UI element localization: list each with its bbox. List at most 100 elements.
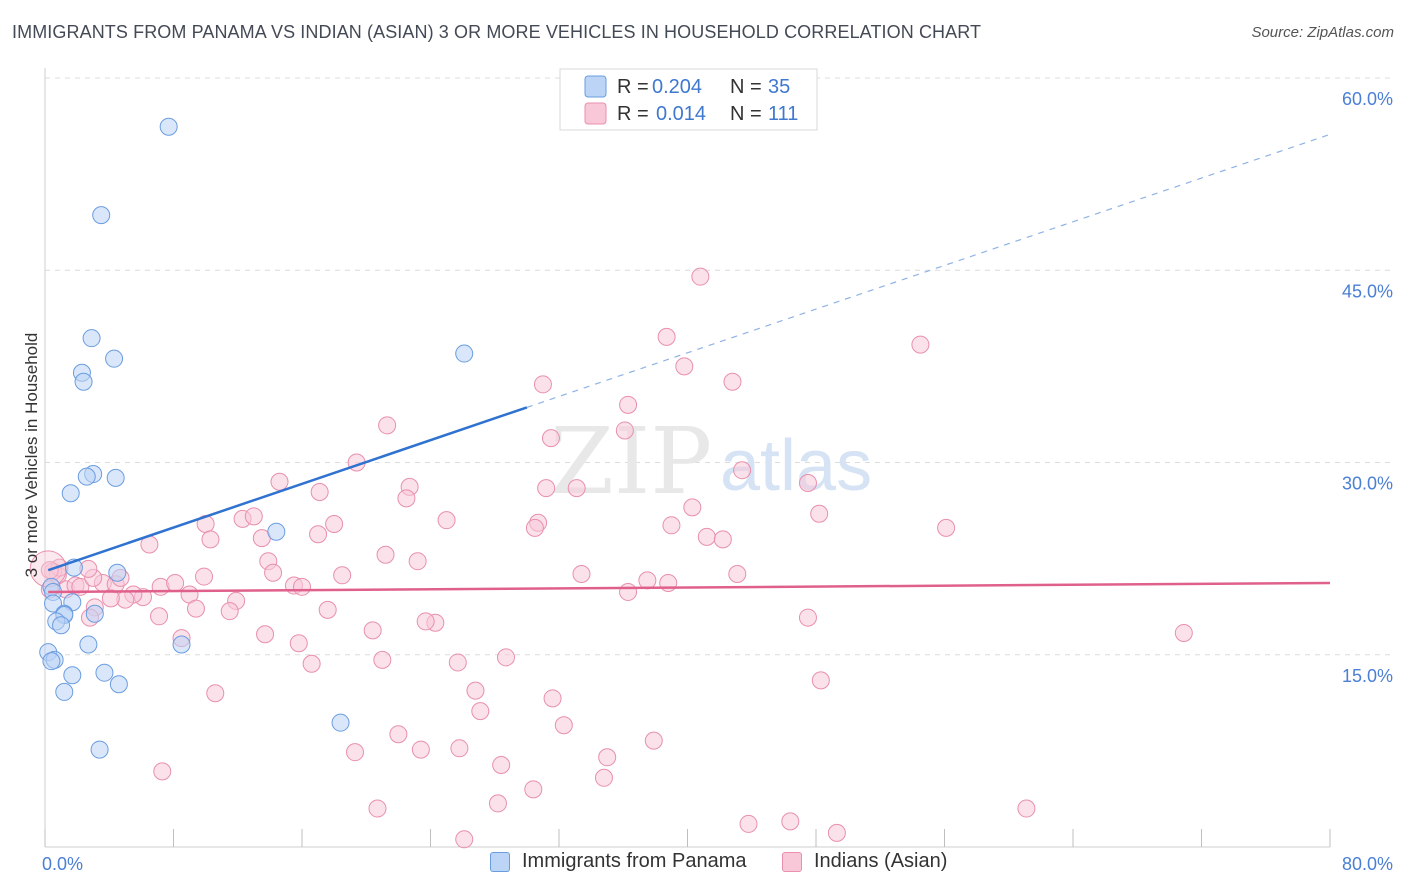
data-point [42, 652, 61, 671]
data-point [554, 716, 573, 735]
y-tick-label: 60.0% [1342, 89, 1393, 109]
data-point [411, 740, 430, 759]
data-point [450, 739, 469, 758]
data-point [318, 600, 337, 619]
trend-line-extension [526, 133, 1331, 408]
data-point [186, 599, 205, 618]
data-point [79, 635, 98, 654]
data-point [811, 671, 830, 690]
data-point [310, 482, 329, 501]
data-point [44, 594, 63, 613]
trend-lines [47, 133, 1331, 594]
data-point [416, 612, 435, 631]
data-point [466, 681, 485, 700]
data-point [455, 830, 474, 849]
data-point [541, 429, 560, 448]
data-point [368, 799, 387, 818]
data-point [723, 372, 742, 391]
data-point [74, 372, 93, 391]
data-point [598, 748, 617, 767]
data-point [63, 666, 82, 685]
data-point [95, 663, 114, 682]
legend-n-value: 35 [768, 76, 790, 98]
data-point [106, 468, 125, 487]
data-point [159, 117, 178, 136]
data-point [691, 267, 710, 286]
data-point [264, 563, 283, 582]
legend-n-label: N = [730, 103, 762, 125]
data-point [270, 472, 289, 491]
data-point [657, 327, 676, 346]
legend-n-value: 111 [768, 103, 798, 125]
y-axis-title: 3 or more Vehicles in Household [22, 333, 41, 578]
gridlines [45, 77, 1395, 656]
legend-n-label: N = [730, 76, 762, 98]
data-point [267, 522, 286, 541]
data-point [471, 702, 490, 721]
data-point [572, 565, 591, 584]
data-point [201, 530, 220, 549]
bottom-legend-label: Immigrants from Panama [522, 850, 747, 872]
data-point [911, 335, 930, 354]
data-point [697, 527, 716, 546]
data-point [798, 474, 817, 493]
data-point [346, 743, 365, 762]
data-point [781, 812, 800, 831]
data-point [437, 511, 456, 530]
y-tick-label: 45.0% [1342, 281, 1393, 301]
data-point [52, 616, 71, 635]
data-point [810, 504, 829, 523]
series-indians-asian [29, 267, 1193, 849]
data-point [256, 625, 275, 644]
legend-r-label: R = [617, 103, 649, 125]
data-point [675, 357, 694, 376]
data-point [206, 684, 225, 703]
data-point [153, 762, 172, 781]
legend-r-value: 0.204 [652, 76, 702, 98]
y-tick-label: 30.0% [1342, 474, 1393, 494]
y-tick-label: 15.0% [1342, 666, 1393, 686]
data-point [662, 516, 681, 535]
data-point [739, 814, 758, 833]
data-point [615, 421, 634, 440]
legend-r-label: R = [617, 76, 649, 98]
data-point [90, 740, 109, 759]
data-point [55, 682, 74, 701]
data-point [220, 602, 239, 621]
data-point [92, 206, 111, 225]
data-point [389, 725, 408, 744]
data-point [713, 530, 732, 549]
data-point [150, 607, 169, 626]
data-point [109, 675, 128, 694]
data-point [619, 395, 638, 414]
data-point [101, 589, 120, 608]
data-point [525, 518, 544, 537]
data-point [333, 566, 352, 585]
data-point [166, 573, 185, 592]
data-point [594, 768, 613, 787]
x-tick-label: 80.0% [1342, 854, 1393, 874]
data-point [82, 329, 101, 348]
data-point [798, 608, 817, 627]
data-point [455, 344, 474, 363]
bottom-legend: Immigrants from Panama Indians (Asian) [0, 850, 1406, 880]
data-point [543, 689, 562, 708]
watermark: ZIP atlas [550, 408, 872, 515]
data-point [1174, 623, 1193, 642]
data-point [533, 375, 552, 394]
data-point [105, 349, 124, 368]
legend-swatch-pink [782, 851, 802, 872]
legend: R = 0.204 N = 35 R = 0.014 N = 111 [559, 68, 818, 131]
data-point [309, 525, 328, 544]
source-label: Source: ZipAtlas.com [1251, 24, 1394, 41]
data-point [363, 621, 382, 640]
data-point [77, 467, 96, 486]
data-point [378, 416, 397, 435]
data-point [619, 582, 638, 601]
legend-swatch-pink [584, 102, 607, 125]
data-point [376, 545, 395, 564]
data-point [638, 571, 657, 590]
legend-swatch-blue [584, 75, 607, 98]
data-point [85, 604, 104, 623]
data-point [644, 731, 663, 750]
